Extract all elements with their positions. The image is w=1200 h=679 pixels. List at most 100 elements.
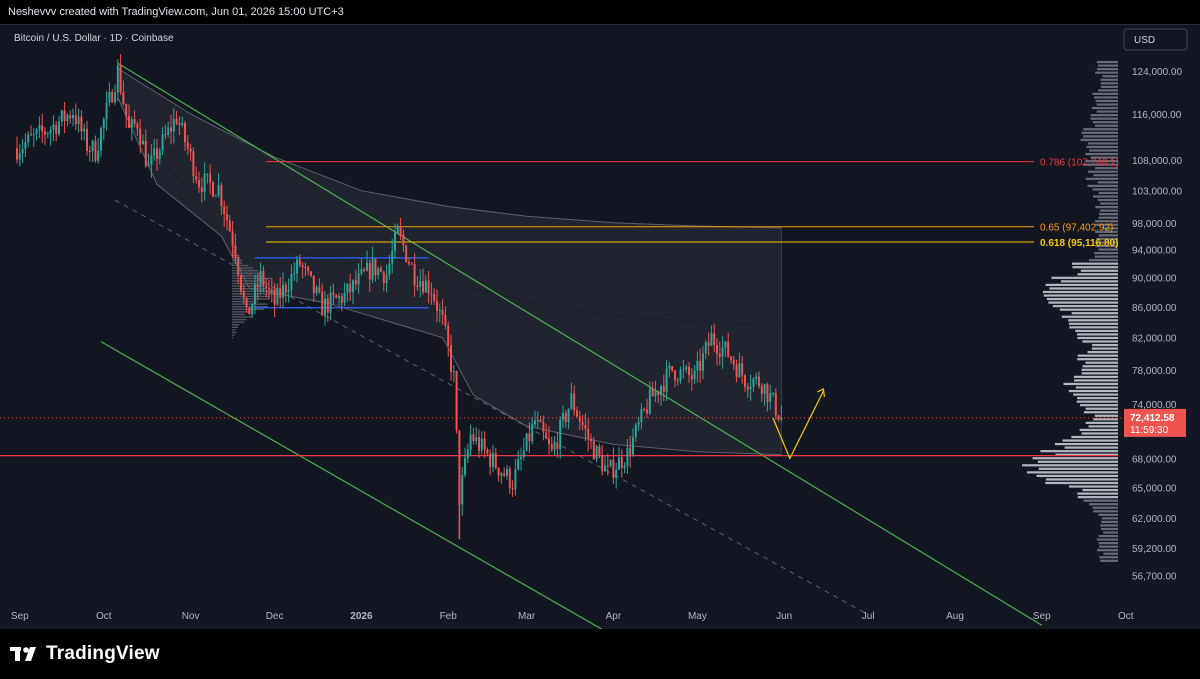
session-profile-bar [232, 246, 235, 249]
vwap-band-upper [117, 67, 782, 229]
volume-profile-bar [1077, 336, 1118, 340]
candle [651, 381, 654, 397]
candle [704, 340, 707, 360]
session-profile-bar [232, 298, 270, 300]
candle [245, 296, 248, 313]
volume-profile-bar [1100, 202, 1118, 205]
candle [601, 445, 604, 476]
y-tick-label: 116,000.00 [1132, 110, 1182, 121]
x-tick-label: May [688, 611, 707, 622]
volume-profile-bar [1083, 499, 1118, 502]
volume-profile-bar [1073, 375, 1118, 378]
currency-button[interactable]: USD [1123, 28, 1188, 51]
volume-profile-bar [1088, 425, 1118, 428]
volume-profile-bar [1101, 527, 1118, 531]
candle [268, 279, 270, 299]
candle [746, 382, 749, 398]
candle [774, 388, 777, 420]
candle [606, 453, 609, 476]
candle [690, 368, 693, 391]
x-tick-label: Dec [266, 611, 284, 622]
candle [741, 355, 744, 384]
volume-profile-bar [1093, 195, 1118, 198]
candle [486, 447, 489, 457]
vwap-band-mid [117, 81, 782, 327]
projection-path[interactable] [772, 390, 824, 460]
volume-profile-bar [1090, 117, 1118, 120]
candle [556, 432, 559, 458]
candle [545, 423, 548, 440]
candle [433, 288, 436, 305]
session-profile-bar [232, 334, 235, 336]
volume-profile-bar [1045, 478, 1118, 481]
candle [388, 254, 391, 280]
candle [489, 449, 492, 476]
candle [615, 462, 618, 489]
channel-mid-line[interactable] [114, 199, 866, 614]
candle [662, 374, 665, 402]
candle [688, 361, 690, 383]
candle [377, 266, 380, 280]
session-profile-bar [232, 321, 245, 323]
session-profile-bar [232, 313, 246, 316]
volume-profile-bar [1062, 439, 1118, 442]
chart-panel[interactable]: 0.786 (107,748.1) 0.65 (97,402.92) 0.618 (… [0, 24, 1200, 651]
candle [276, 283, 279, 306]
candle [153, 138, 156, 161]
candle [97, 138, 100, 164]
volume-profile-bar [1077, 396, 1118, 400]
candle [184, 120, 186, 151]
candle [259, 262, 262, 295]
candle [472, 427, 475, 445]
volume-profile-bar [1094, 96, 1118, 99]
candle [139, 118, 142, 154]
candle [86, 121, 88, 156]
volume-profile-bar [1098, 191, 1118, 195]
candle [732, 355, 735, 370]
volume-profile-bar [1089, 503, 1118, 506]
x-tick-label: Sep [11, 611, 29, 622]
candle [116, 59, 119, 102]
session-profile-bar [232, 311, 249, 313]
candle [396, 223, 399, 234]
candle [374, 258, 377, 282]
candle [657, 390, 660, 404]
volume-profile-bar [1085, 421, 1118, 424]
candle [198, 171, 200, 193]
candle [598, 443, 601, 459]
volume-profile-bar [1032, 457, 1118, 460]
session-profile-bar [232, 257, 241, 259]
volume-profile-bar [1076, 333, 1118, 336]
volume-profile-bar [1071, 435, 1118, 439]
candle [749, 374, 752, 401]
volume-profile-bar [1042, 290, 1118, 294]
volume-profile-bar [1077, 358, 1118, 361]
candle [408, 257, 410, 267]
candle [553, 435, 556, 456]
candle [592, 437, 595, 460]
candle [293, 262, 296, 282]
fib-level-label: 0.618 (95,116.80) [1040, 238, 1118, 249]
candle [640, 403, 643, 430]
candle [206, 173, 209, 184]
candle [77, 108, 80, 133]
candle [514, 459, 517, 496]
candle [352, 278, 354, 305]
volume-profile-bar [1077, 492, 1118, 495]
session-profile-bar [232, 287, 266, 290]
channel-upper-line[interactable] [117, 62, 1043, 626]
candle [584, 413, 587, 442]
candle [223, 200, 226, 228]
candle [483, 431, 486, 458]
volume-profile-bar [1094, 414, 1118, 417]
volume-profile-bar [1100, 82, 1118, 85]
channel-lower-line[interactable] [100, 341, 639, 651]
candle [335, 293, 338, 299]
candle [74, 103, 77, 131]
candle [340, 293, 343, 311]
candle [161, 127, 164, 156]
price-chart[interactable]: 0.786 (107,748.1) 0.65 (97,402.92) 0.618 (… [0, 25, 1200, 651]
tradingview-logo[interactable]: TradingView [10, 643, 160, 665]
volume-profile-bar [1043, 294, 1118, 297]
volume-profile-bar [1063, 382, 1118, 386]
